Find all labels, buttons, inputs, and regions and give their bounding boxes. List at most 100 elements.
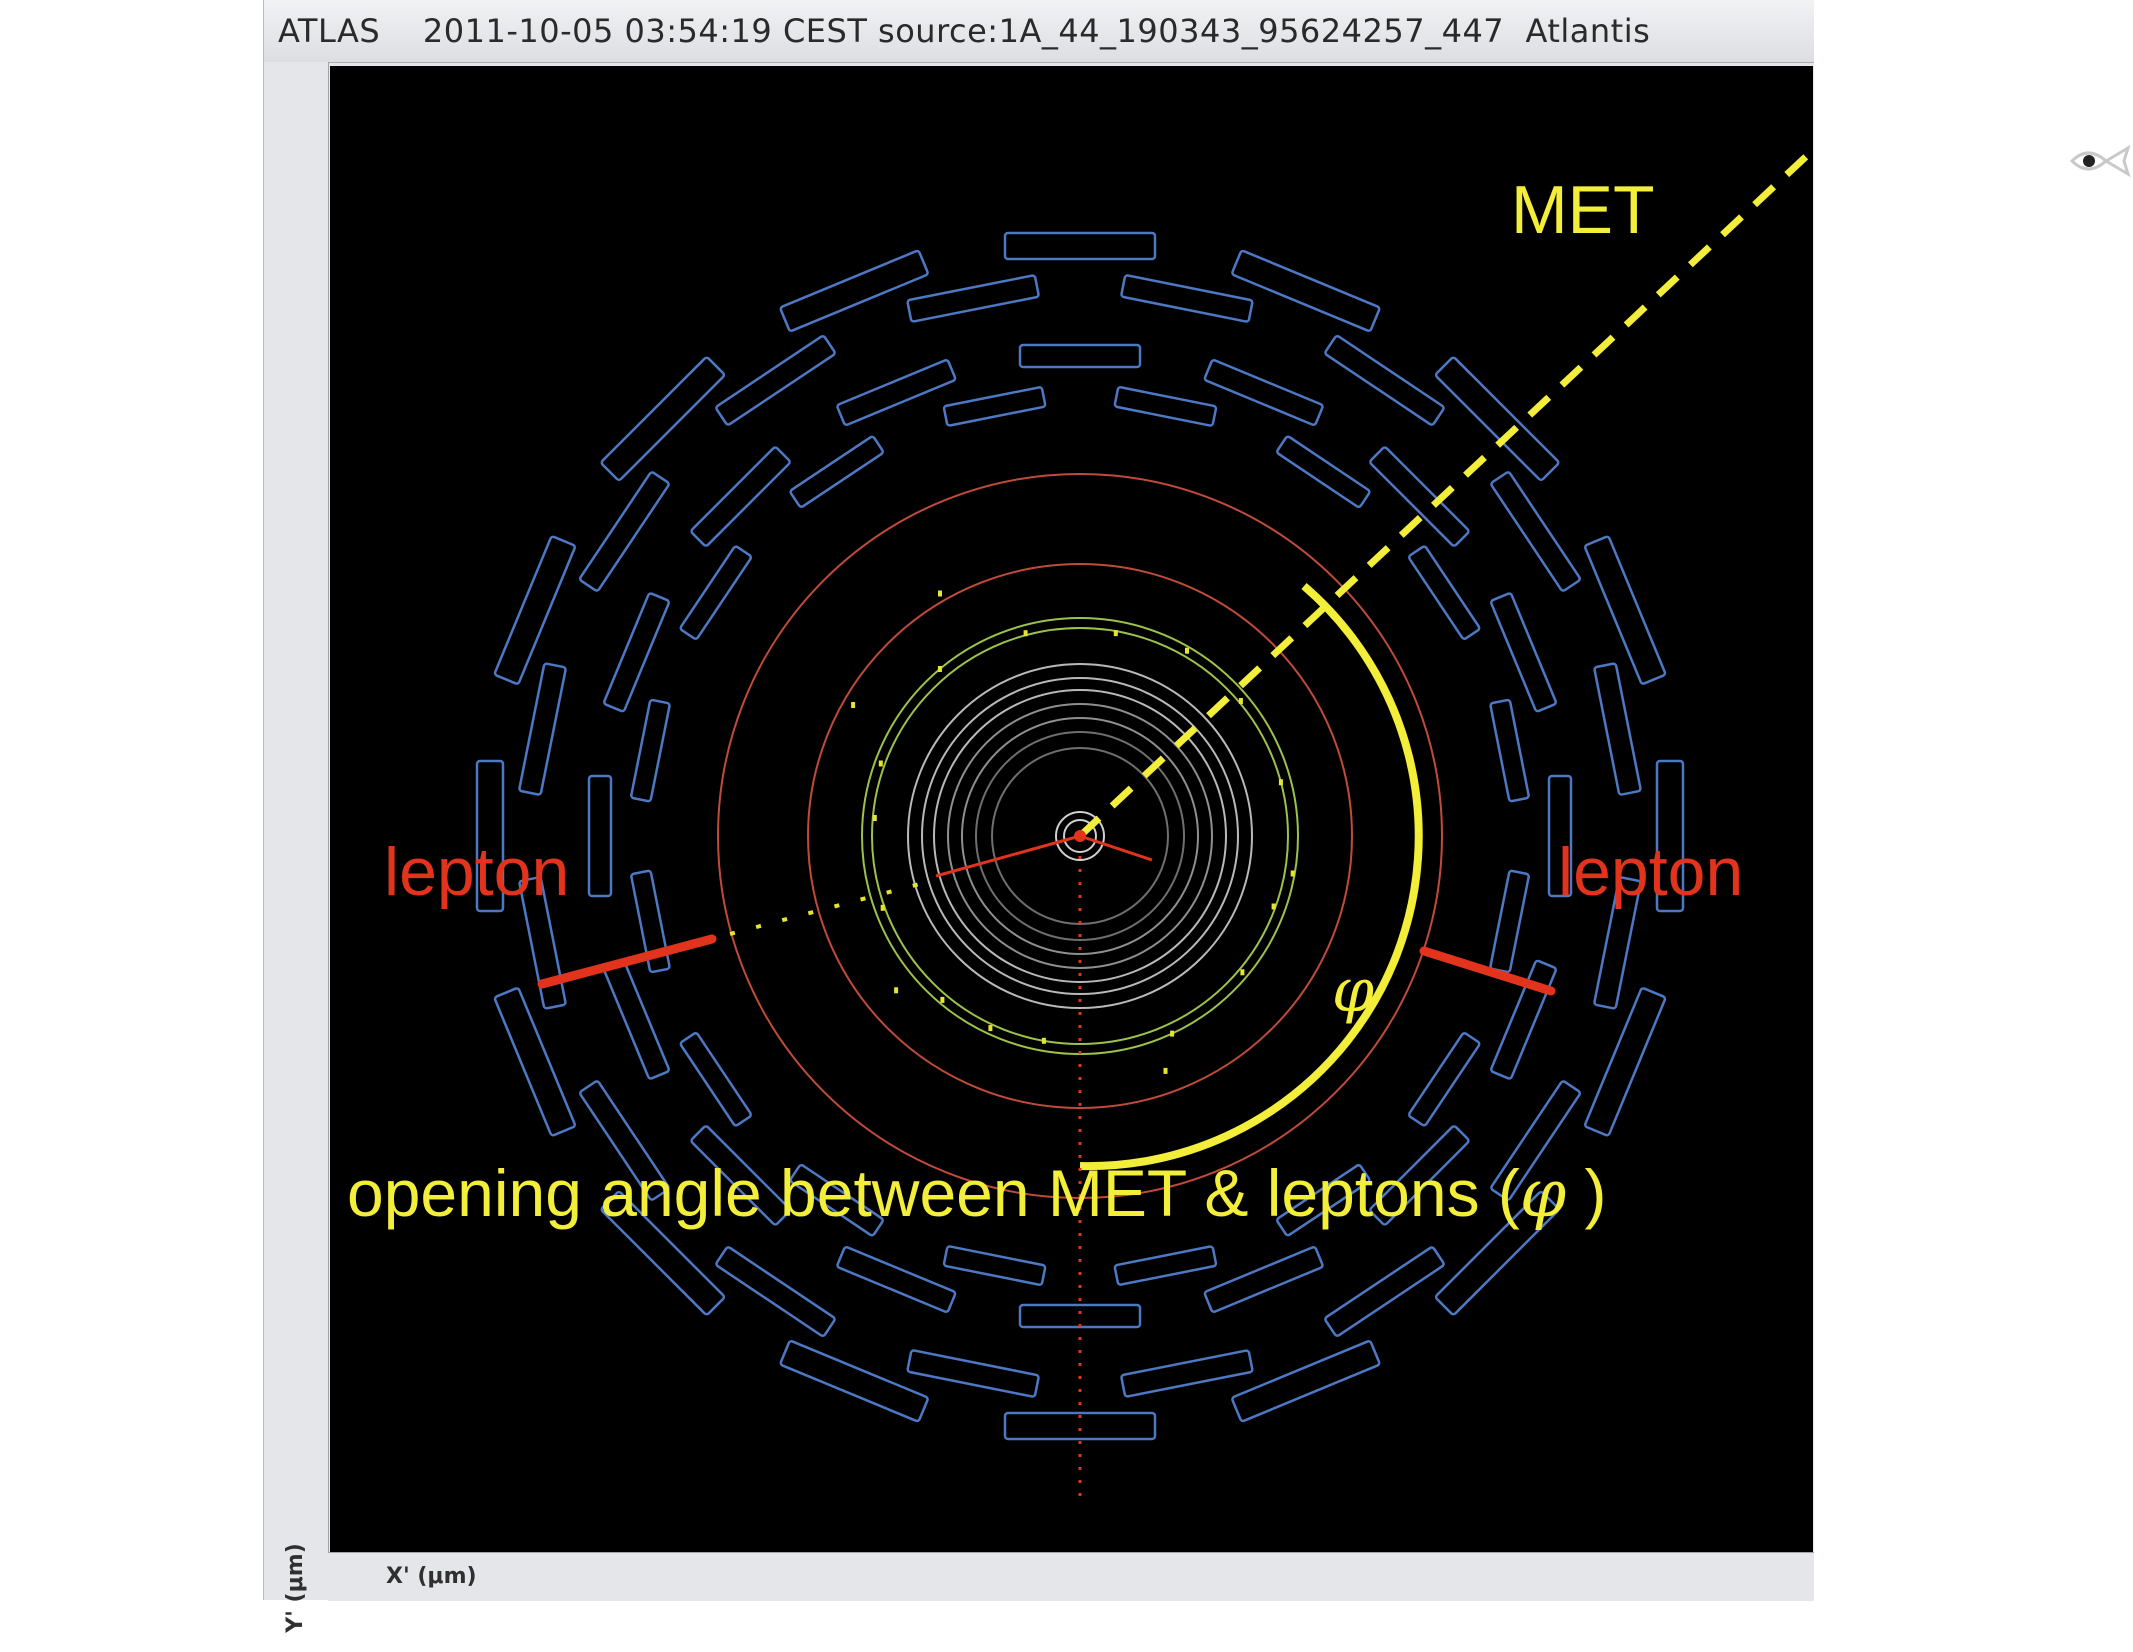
muon-chamber-segment	[600, 356, 726, 482]
muon-chamber-segment	[579, 471, 670, 592]
muon-chamber-segment	[679, 1032, 752, 1127]
window-title: ATLAS 2011-10-05 03:54:19 CEST source:1A…	[278, 12, 1651, 50]
muon-chambers	[475, 231, 1685, 1441]
muon-chamber-segment	[600, 1190, 726, 1316]
phi-label: φ	[1332, 956, 1375, 1026]
muon-chamber-segment	[475, 759, 505, 913]
muon-chamber-segment	[690, 446, 791, 547]
muon-chamber-segment	[1203, 359, 1324, 426]
muon-chamber-segment	[1489, 698, 1530, 803]
tracker-ring-8	[975, 731, 1185, 941]
tracker-hit	[1113, 630, 1118, 637]
muon-chamber-segment	[630, 869, 671, 974]
muon-chamber-segment	[518, 876, 567, 1010]
muon-chamber-segment	[1113, 1245, 1218, 1286]
y-axis-strip: Y' (μm)	[264, 62, 329, 1633]
tracker-hit	[1170, 1030, 1175, 1037]
tracker-ring-5	[933, 689, 1227, 983]
lepton-left-deposit	[537, 934, 717, 989]
muon-chamber-segment	[603, 592, 670, 713]
tracker-hit	[938, 590, 942, 597]
muon-chamber-segment	[1324, 335, 1445, 426]
tracker-hit	[937, 666, 942, 672]
tracker-ring-3	[907, 663, 1253, 1009]
muon-chamber-segment	[1369, 1125, 1470, 1226]
muon-chamber-segment	[1593, 876, 1642, 1010]
phi-arc	[1079, 582, 1423, 1171]
muon-chamber-segment	[1584, 535, 1667, 685]
tracker-hit	[988, 1025, 993, 1032]
muon-chamber-segment	[715, 1246, 836, 1337]
muon-chamber-segment	[1113, 386, 1218, 427]
muon-chamber-segment	[518, 662, 567, 796]
track-left	[935, 834, 1081, 878]
muon-chamber-segment	[1276, 1164, 1371, 1237]
eye-fish-icon[interactable]	[2068, 142, 2133, 180]
met-direction-line	[1077, 147, 1813, 839]
x-axis-label: X' (μm)	[386, 1564, 477, 1589]
lepton-deposits	[537, 934, 1556, 996]
muon-chamber-segment	[1003, 1411, 1157, 1441]
x-axis-strip: X' (μm)	[328, 1552, 1814, 1601]
muon-chamber-segment	[779, 249, 929, 332]
muon-chamber-segment	[1203, 1246, 1324, 1313]
tracker-hit	[1271, 903, 1276, 910]
tracker-hits	[851, 590, 1295, 1074]
muon-chamber-segment	[1490, 1080, 1581, 1201]
muon-chamber-segment	[1276, 435, 1371, 509]
tracker-hit	[1238, 698, 1243, 704]
muon-chamber-segment	[836, 359, 957, 426]
muon-chamber-segment	[1231, 249, 1381, 332]
muon-chamber-segment	[1408, 545, 1481, 640]
tracker-ring-2	[871, 627, 1289, 1045]
muon-chamber-segment	[836, 1246, 957, 1313]
muon-chamber-segment	[942, 386, 1047, 427]
muon-chamber-segment	[1369, 446, 1470, 547]
caption-phi: φ	[1519, 1155, 1567, 1232]
tracker-hit	[1041, 1037, 1046, 1044]
track-right	[1079, 834, 1153, 862]
muon-chamber-segment	[1231, 1340, 1381, 1423]
muon-chamber-segment	[587, 774, 613, 898]
pixel-ring-2	[1063, 819, 1097, 853]
muon-chamber-segment	[1407, 1032, 1481, 1127]
tracker-hit	[1278, 779, 1283, 786]
muon-chamber-segment	[630, 698, 671, 803]
outer-calorimeter-ring	[717, 473, 1443, 1199]
inner-calorimeter-ring	[807, 563, 1353, 1109]
tracker-ring-4	[921, 677, 1239, 995]
tracker-hit	[872, 815, 877, 821]
muon-chamber-segment	[1120, 1349, 1254, 1398]
muon-chamber-segment	[1655, 759, 1685, 913]
tracker-hit	[894, 987, 899, 994]
event-view-canvas[interactable]	[330, 66, 2131, 1552]
muon-chamber-segment	[690, 1125, 791, 1226]
caption-end: )	[1566, 1156, 1607, 1230]
title-bar: ATLAS 2011-10-05 03:54:19 CEST source:1A…	[264, 0, 1814, 63]
inner-tracks	[935, 834, 1153, 878]
lepton-right-deposit	[1419, 946, 1556, 996]
muon-chamber-segment	[1434, 1190, 1560, 1316]
muon-chamber-segment	[493, 535, 576, 685]
tracker-hit	[1185, 647, 1189, 654]
event-graphic	[475, 147, 1813, 1496]
lepton-right-label: lepton	[1558, 834, 1744, 910]
muon-chamber-segment	[906, 274, 1040, 323]
muon-chamber-segment	[1490, 592, 1557, 713]
muon-chamber-segment	[1018, 1303, 1142, 1329]
lepton-left-track	[729, 878, 936, 936]
met-label: MET	[1511, 172, 1655, 248]
muon-chamber-segment	[1120, 274, 1254, 323]
lepton-left-label: lepton	[384, 834, 570, 910]
muon-chamber-segment	[942, 1245, 1047, 1286]
tracker-hit	[878, 760, 883, 767]
muon-chamber-segment	[906, 1349, 1040, 1398]
muon-chamber-segment	[1489, 869, 1530, 974]
tracker-hit	[851, 702, 856, 708]
tracker-ring-7	[961, 717, 1199, 955]
tracker-hit	[940, 996, 945, 1003]
tracker-hit	[1163, 1067, 1168, 1074]
caption-text: opening angle between MET & leptons (	[347, 1156, 1520, 1230]
muon-chamber-segment	[1434, 356, 1560, 482]
muon-chamber-segment	[1490, 959, 1557, 1080]
